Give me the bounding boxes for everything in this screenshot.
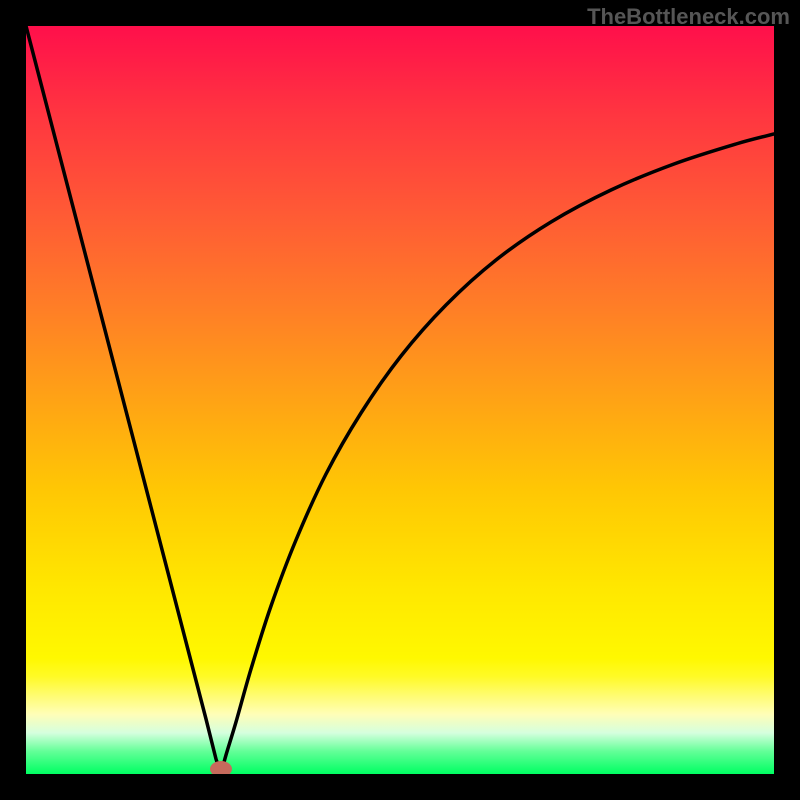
watermark-text: TheBottleneck.com xyxy=(587,4,790,30)
bottleneck-chart xyxy=(26,26,774,774)
plot-area xyxy=(26,26,774,774)
chart-frame: TheBottleneck.com xyxy=(0,0,800,800)
gradient-background xyxy=(26,26,774,774)
